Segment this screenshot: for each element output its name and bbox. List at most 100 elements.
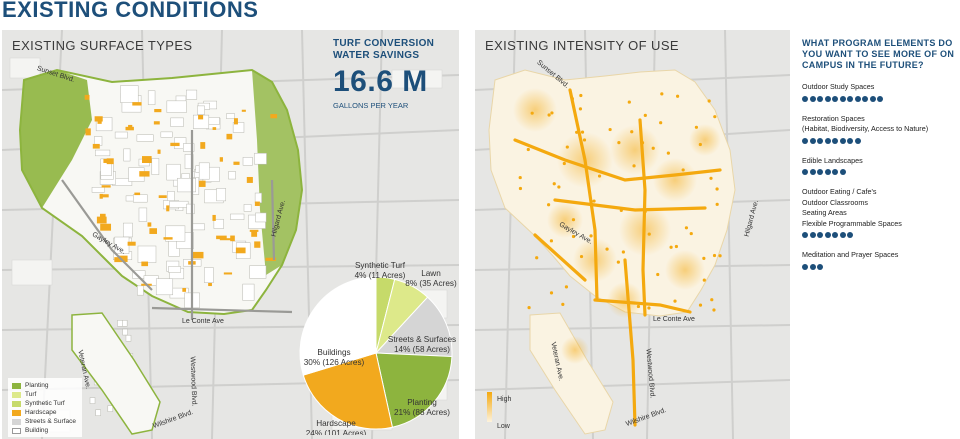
pie-label-name: Lawn: [421, 269, 441, 278]
legend-swatch: [12, 400, 21, 407]
pie-label-name: Planting: [407, 398, 437, 407]
intensity-scale-bar: [487, 392, 492, 422]
vote-dot: [824, 169, 831, 175]
vote-dot: [869, 95, 876, 102]
survey-item: Edible Landscapes: [802, 156, 960, 177]
survey-item-label: Seating Areas: [802, 208, 847, 217]
vote-dot: [809, 137, 816, 144]
vote-dot: [817, 95, 823, 102]
intensity-glows: [513, 88, 721, 364]
pie-label-value: 4% (11 Acres): [355, 271, 406, 280]
street-label-le-conte: Le Conte Ave: [182, 318, 224, 325]
vote-dot: [802, 95, 808, 102]
vote-dot: [824, 95, 831, 102]
pie-slice-hardscape: [302, 352, 394, 430]
pie-label-value: 8% (35 Acres): [405, 279, 457, 288]
vote-dot: [832, 232, 838, 238]
legend-label: Building: [25, 427, 49, 434]
legend-item-streets-surface: Streets & Surface: [12, 417, 76, 426]
pie-label-value: 24% (101 Acres): [306, 429, 367, 435]
page-title: EXISTING CONDITIONS: [2, 0, 259, 22]
survey-item-label: Outdoor Eating / Cafe's: [802, 187, 877, 196]
survey-item-label: Restoration Spaces: [802, 113, 865, 123]
vote-dot: [809, 169, 816, 175]
turf-heading-line: WATER SAVINGS: [333, 50, 420, 61]
legend-swatch: [12, 427, 21, 434]
vote-dot: [809, 95, 816, 102]
south-campus: [529, 312, 614, 435]
turf-savings-value: 16.6 M: [333, 65, 428, 98]
south-campus: [71, 312, 161, 435]
campus-planting-west: [20, 70, 92, 208]
pie-label-name: Hardscape: [316, 419, 356, 428]
vote-dot: [839, 95, 846, 102]
vote-dots: [802, 95, 960, 103]
survey-item: Meditation and Prayer Spaces: [802, 250, 960, 271]
vote-dot: [839, 137, 846, 144]
survey-question: WHAT PROGRAM ELEMENTS DO YOU WANT TO SEE…: [802, 38, 955, 70]
vote-dot: [802, 137, 808, 144]
surface-types-heading: EXISTING SURFACE TYPES: [12, 38, 193, 53]
vote-dots: [802, 137, 960, 145]
vote-dot: [802, 232, 808, 238]
vote-dot: [817, 137, 823, 144]
intensity-heading: EXISTING INTENSITY OF USE: [485, 38, 679, 53]
legend-item-turf: Turf: [12, 390, 76, 399]
vote-dots: [802, 169, 960, 176]
vote-dot: [847, 95, 853, 102]
vote-dot: [839, 232, 846, 238]
turf-savings-heading: TURF CONVERSION WATER SAVINGS: [333, 38, 453, 62]
vote-dot: [847, 137, 853, 144]
survey-item-label: Flexible Programmable Spaces: [802, 218, 902, 228]
vote-dot: [817, 232, 823, 238]
pie-label-name: Streets & Surfaces: [388, 335, 456, 344]
vote-dot: [802, 169, 808, 175]
legend-swatch: [12, 418, 21, 425]
legend-swatch: [12, 409, 21, 416]
vote-dot: [817, 169, 823, 175]
vote-dot: [832, 137, 838, 144]
surface-types-map-panel: EXISTING SURFACE TYPES Sunset Blvd. Gayl…: [2, 30, 459, 439]
survey-item-label: Edible Landscapes: [802, 155, 863, 165]
pie-label-value: 21% (88 Acres): [394, 408, 450, 417]
vote-dot: [824, 137, 831, 144]
turf-savings-callout: TURF CONVERSION WATER SAVINGS 16.6 M GAL…: [333, 38, 453, 110]
legend-item-synthetic-turf: Synthetic Turf: [12, 399, 76, 408]
legend-item-planting: Planting: [12, 381, 76, 390]
pie-label-name: Buildings: [317, 348, 350, 357]
vote-dots: [802, 263, 960, 271]
legend-label: Turf: [25, 391, 37, 398]
survey-item-label: (Habitat, Biodiversity, Access to Nature…: [802, 124, 929, 133]
pie-label-value: 30% (126 Acres): [304, 358, 365, 367]
pie-slice-buildings: [299, 276, 377, 376]
legend-item-building: Building: [12, 426, 76, 435]
legend-label: Synthetic Turf: [25, 400, 65, 407]
legend-item-hardscape: Hardscape: [12, 408, 76, 417]
vote-dot: [824, 232, 831, 238]
turf-heading-line: TURF CONVERSION: [333, 38, 435, 49]
scale-low-label: Low: [497, 423, 510, 430]
program-elements-survey: WHAT PROGRAM ELEMENTS DO YOU WANT TO SEE…: [802, 38, 960, 271]
survey-item-label: Meditation and Prayer Spaces: [802, 250, 899, 259]
vote-dot: [854, 137, 861, 144]
campus-roads-left: [61, 130, 293, 320]
pie-slice-streets-surfaces: [374, 296, 453, 358]
vote-dot: [817, 263, 823, 270]
vote-dot: [839, 169, 846, 175]
street-label-le-conte: Le Conte Ave: [653, 316, 695, 323]
vote-dot: [862, 95, 868, 102]
vote-dot: [802, 263, 808, 270]
pie-label-name: Synthetic Turf: [355, 261, 406, 270]
legend-label: Hardscape: [25, 409, 57, 416]
vote-dots: [802, 232, 960, 239]
survey-item: Outdoor Study Spaces: [802, 82, 960, 103]
vote-dot: [809, 232, 816, 238]
legend-swatch: [12, 391, 21, 398]
survey-item: Restoration Spaces (Habitat, Biodiversity…: [802, 114, 960, 145]
scale-high-label: High: [497, 396, 512, 403]
activity-paths: [513, 88, 722, 427]
survey-item: Outdoor Eating / Cafe's Outdoor Classroom…: [802, 187, 960, 239]
vote-dot: [854, 95, 861, 102]
vote-dot: [809, 263, 816, 270]
campus-hardscape-left: [84, 94, 278, 292]
